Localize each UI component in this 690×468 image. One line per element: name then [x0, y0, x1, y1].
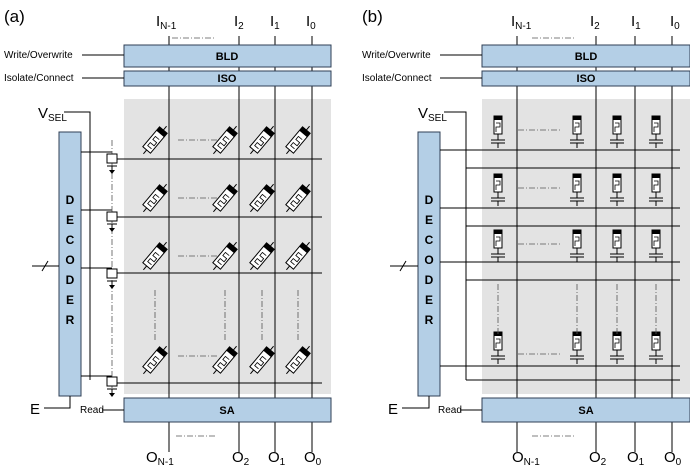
bld-block: [123, 44, 332, 68]
panel-a-wordlines: [81, 140, 322, 395]
bld-block-label: BLD: [216, 51, 239, 63]
input-2: I2: [234, 13, 244, 32]
svg-text:D: D: [425, 193, 434, 207]
panel-b: (b) IN-1 I2 I1 I0 BLD ISO SA Write/Overw…: [362, 7, 690, 468]
svg-text:D: D: [425, 273, 434, 287]
select-transistor: [106, 268, 118, 290]
sa-block-label: SA: [219, 405, 234, 417]
write-overwrite-label: Write/Overwrite: [362, 50, 431, 61]
output-1: O1: [627, 449, 645, 468]
panel-b-label: (b): [362, 7, 383, 26]
iso-block-label: ISO: [577, 73, 596, 85]
input-2: I2: [590, 13, 600, 32]
input-1: I1: [270, 13, 280, 32]
svg-text:E: E: [66, 293, 74, 307]
svg-text:E: E: [425, 293, 433, 307]
panel-b-bitlines: [516, 36, 673, 452]
sa-block: [123, 397, 332, 423]
panel-b-inputs: IN-1 I2 I1 I0: [511, 13, 680, 32]
svg-text:E: E: [66, 213, 74, 227]
output-n-1: ON-1: [512, 449, 540, 468]
svg-text:O: O: [424, 253, 433, 267]
decoder-label: D E C O D E R: [424, 193, 433, 327]
input-n-1: IN-1: [156, 13, 177, 32]
iso-block-label: ISO: [218, 73, 237, 85]
isolate-connect-label: Isolate/Connect: [4, 73, 74, 84]
vsel-label: VSEL: [418, 105, 447, 124]
svg-text:O: O: [65, 253, 74, 267]
sa-block: [481, 397, 690, 423]
enable-label: E: [388, 401, 398, 418]
bld-block-label: BLD: [575, 51, 598, 63]
svg-text:D: D: [66, 193, 75, 207]
panel-a: (a) IN-1 I2 I1 I0 BLD ISO SA Write/Overw…: [4, 7, 332, 468]
vsel-label: VSEL: [38, 105, 67, 124]
panel-b-outputs: ON-1 O2 O1 O0: [512, 449, 682, 468]
panel-a-label: (a): [4, 7, 25, 26]
output-1: O1: [268, 449, 286, 468]
output-2: O2: [589, 449, 607, 468]
enable-label: E: [30, 401, 40, 418]
svg-text:C: C: [66, 233, 75, 247]
svg-text:R: R: [425, 313, 434, 327]
decoder-label: D E C O D E R: [65, 193, 74, 327]
svg-text:E: E: [425, 213, 433, 227]
svg-text:R: R: [66, 313, 75, 327]
isolate-connect-label: Isolate/Connect: [362, 73, 432, 84]
output-0: O0: [304, 449, 322, 468]
input-1: I1: [631, 13, 641, 32]
panel-a-inputs: IN-1 I2 I1 I0: [156, 13, 316, 32]
svg-text:D: D: [66, 273, 75, 287]
bld-block: [481, 44, 690, 68]
output-0: O0: [664, 449, 682, 468]
read-label: Read: [438, 405, 462, 416]
input-0: I0: [670, 13, 680, 32]
output-2: O2: [232, 449, 250, 468]
output-n-1: ON-1: [146, 449, 174, 468]
svg-text:C: C: [425, 233, 434, 247]
write-overwrite-label: Write/Overwrite: [4, 50, 73, 61]
panel-b-wordlines: [440, 149, 680, 381]
sa-block-label: SA: [578, 405, 593, 417]
input-0: I0: [306, 13, 316, 32]
input-n-1: IN-1: [511, 13, 532, 32]
panel-a-outputs: ON-1 O2 O1 O0: [146, 449, 322, 468]
read-label: Read: [80, 405, 104, 416]
